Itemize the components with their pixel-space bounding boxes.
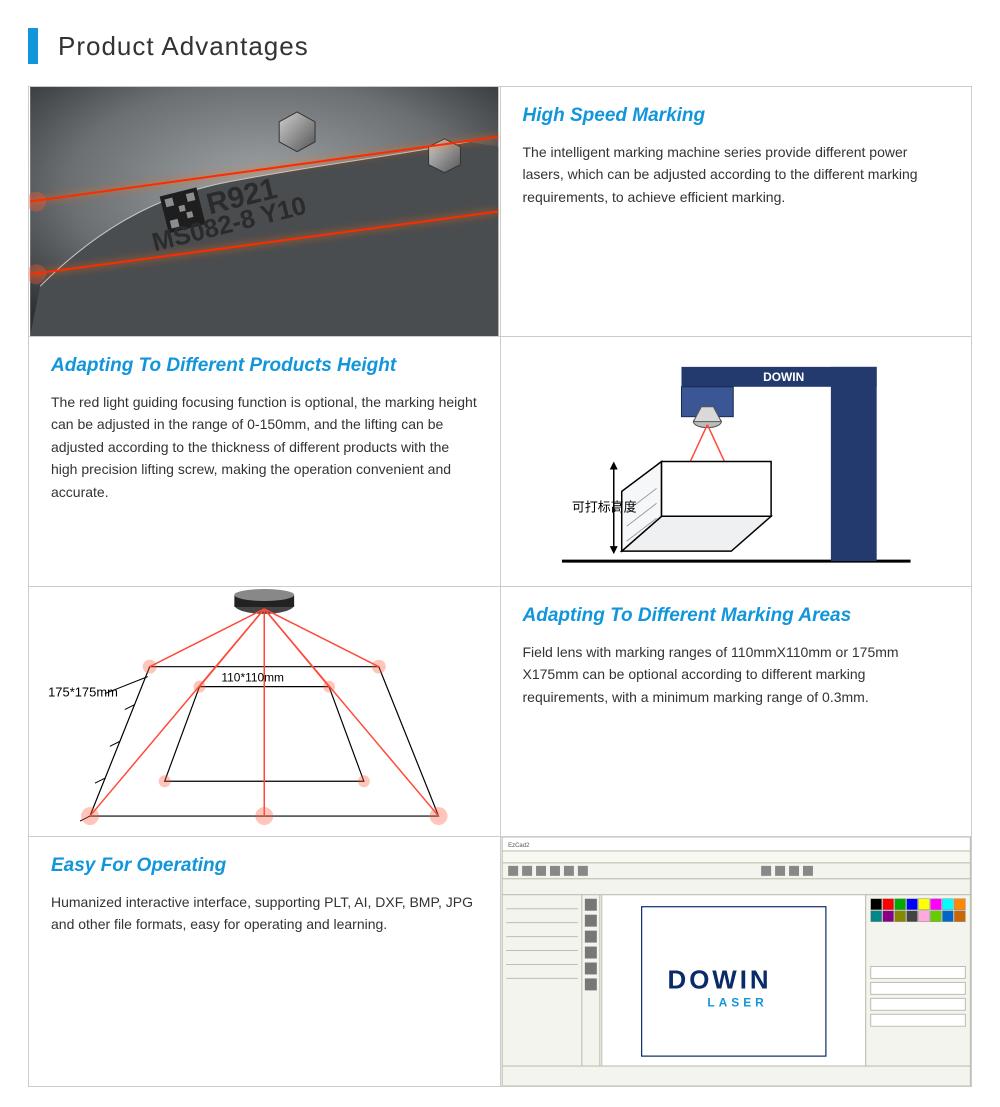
image-software: EzCad2 [501, 837, 973, 1087]
svg-text:可打标高度: 可打标高度 [571, 499, 636, 514]
svg-text:EzCad2: EzCad2 [508, 843, 530, 849]
feature-body: The red light guiding focusing function … [51, 391, 478, 503]
feature-title: Adapting To Different Marking Areas [523, 605, 950, 627]
laser-metal-illustration-icon: R921 MS082-8 Y10 [29, 87, 500, 336]
svg-text:DOWIN: DOWIN [667, 966, 771, 994]
product-advantages-section: Product Advantages [0, 0, 1000, 1107]
feature-product-height: Adapting To Different Products Height Th… [29, 337, 501, 587]
feature-marking-areas: Adapting To Different Marking Areas Fiel… [501, 587, 973, 837]
area-diagram-icon: 175*175mm 110*110mm [29, 587, 500, 836]
section-header: Product Advantages [28, 28, 972, 64]
feature-title: Easy For Operating [51, 855, 478, 877]
svg-text:LASER: LASER [707, 995, 767, 1009]
page-title: Product Advantages [58, 31, 309, 62]
feature-high-speed-marking: High Speed Marking The intelligent marki… [501, 87, 973, 337]
svg-text:DOWIN: DOWIN [763, 370, 804, 384]
feature-body: Field lens with marking ranges of 110mmX… [523, 641, 950, 708]
height-diagram-icon: DOWIN 可打标高度 [501, 337, 972, 586]
software-screenshot-icon: EzCad2 [501, 837, 972, 1086]
feature-easy-operating: Easy For Operating Humanized interactive… [29, 837, 501, 1087]
image-marking-areas: 175*175mm 110*110mm [29, 587, 501, 837]
image-product-height: DOWIN 可打标高度 [501, 337, 973, 587]
feature-body: The intelligent marking machine series p… [523, 141, 950, 208]
svg-text:110*110mm: 110*110mm [221, 671, 284, 685]
image-high-speed-marking: R921 MS082-8 Y10 [29, 87, 501, 337]
feature-title: High Speed Marking [523, 105, 950, 127]
accent-bar-icon [28, 28, 38, 64]
feature-body: Humanized interactive interface, support… [51, 891, 478, 936]
features-grid: R921 MS082-8 Y10 High Speed Marking The … [28, 86, 972, 1087]
feature-title: Adapting To Different Products Height [51, 355, 478, 377]
